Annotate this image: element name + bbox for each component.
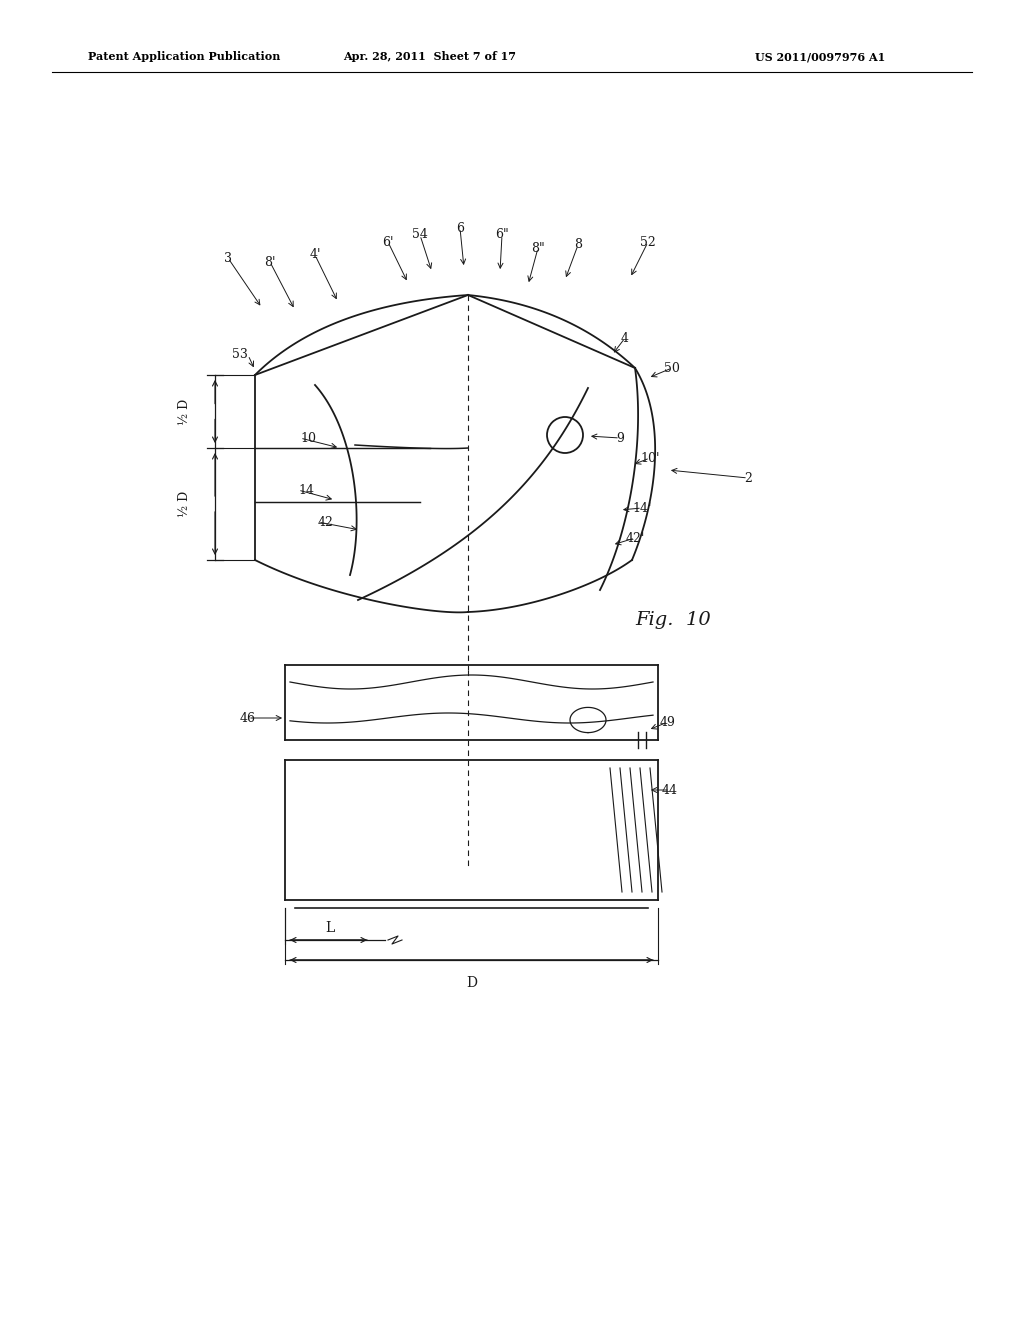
Text: US 2011/0097976 A1: US 2011/0097976 A1 bbox=[755, 51, 885, 62]
Text: ½ D: ½ D bbox=[178, 399, 191, 425]
Text: L: L bbox=[326, 921, 335, 935]
Text: ½ D: ½ D bbox=[178, 491, 191, 517]
Text: Patent Application Publication: Patent Application Publication bbox=[88, 51, 281, 62]
Text: 6': 6' bbox=[382, 235, 394, 248]
Text: 8': 8' bbox=[264, 256, 275, 268]
Text: 14': 14' bbox=[632, 502, 651, 515]
Text: 50: 50 bbox=[664, 362, 680, 375]
Text: 42': 42' bbox=[626, 532, 645, 544]
Text: 52: 52 bbox=[640, 235, 656, 248]
Text: 4: 4 bbox=[621, 331, 629, 345]
Text: 9: 9 bbox=[616, 432, 624, 445]
Text: Apr. 28, 2011  Sheet 7 of 17: Apr. 28, 2011 Sheet 7 of 17 bbox=[343, 51, 516, 62]
Text: 6: 6 bbox=[456, 222, 464, 235]
Text: 42: 42 bbox=[318, 516, 334, 528]
Text: 49: 49 bbox=[660, 715, 676, 729]
Text: 14: 14 bbox=[298, 483, 314, 496]
Text: 54: 54 bbox=[412, 228, 428, 242]
Text: 44: 44 bbox=[662, 784, 678, 796]
Text: 4': 4' bbox=[309, 248, 321, 261]
Text: 53: 53 bbox=[232, 348, 248, 362]
Text: 6": 6" bbox=[496, 228, 509, 242]
Text: Fig.  10: Fig. 10 bbox=[635, 611, 711, 630]
Text: 10': 10' bbox=[640, 451, 659, 465]
Text: 46: 46 bbox=[240, 711, 256, 725]
Text: 8": 8" bbox=[531, 242, 545, 255]
Text: 10: 10 bbox=[300, 432, 316, 445]
Text: 8: 8 bbox=[574, 239, 582, 252]
Text: 2: 2 bbox=[744, 471, 752, 484]
Text: D: D bbox=[466, 975, 477, 990]
Text: 3: 3 bbox=[224, 252, 232, 264]
